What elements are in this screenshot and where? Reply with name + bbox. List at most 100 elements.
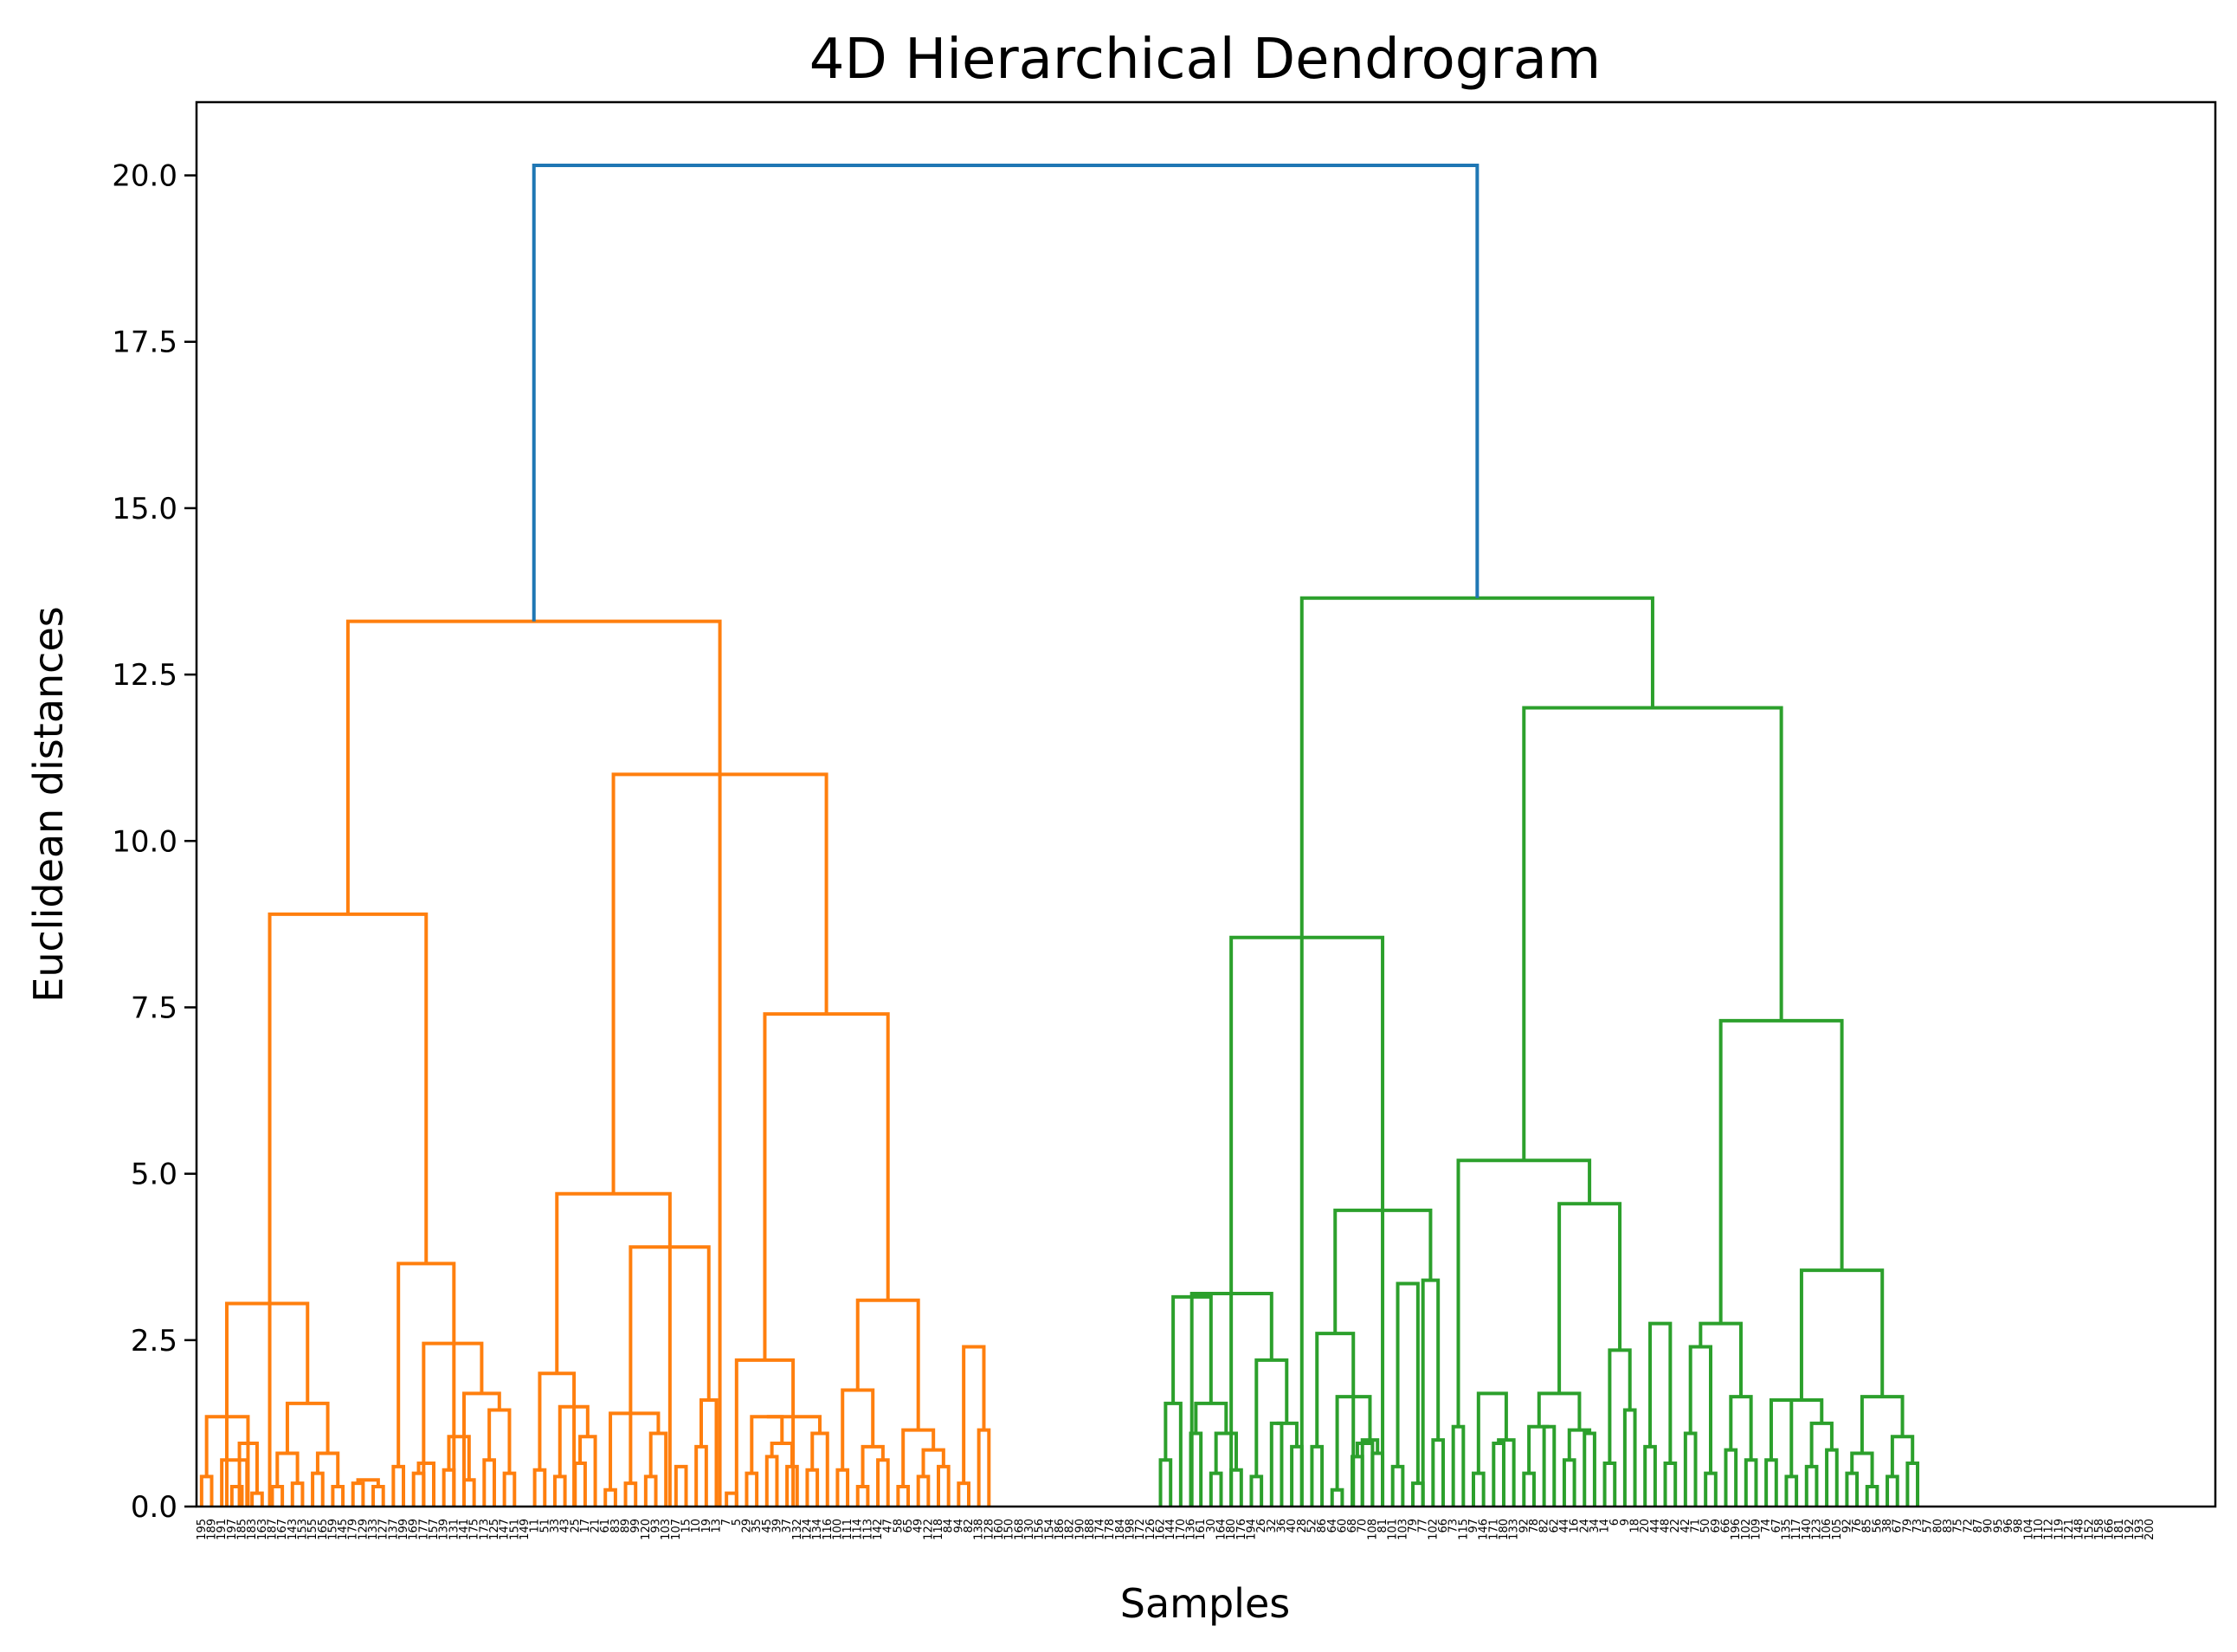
y-tick-label: 20.0 <box>112 159 177 194</box>
leaf-label: 192 <box>2124 1519 2137 1540</box>
leaf-label: 75 <box>1952 1519 1965 1533</box>
leaf-label: 132 <box>791 1519 804 1540</box>
leaf-label: 160 <box>993 1519 1006 1540</box>
leaf-label: 161 <box>1195 1519 1208 1540</box>
leaf-label: 92 <box>1841 1519 1853 1533</box>
leaf-label: 50 <box>1699 1519 1712 1533</box>
leaf-label: 180 <box>1225 1519 1238 1540</box>
leaf-label: 85 <box>1861 1519 1874 1533</box>
leaf-label: 117 <box>1790 1519 1803 1540</box>
leaf-label: 95 <box>1992 1519 2005 1533</box>
leaf-label: 184 <box>1114 1519 1127 1540</box>
leaf-label: 56 <box>1871 1519 1884 1533</box>
leaf-label: 5 <box>731 1519 744 1526</box>
orange-cluster-link <box>356 1478 380 1487</box>
leaf-label: 43 <box>559 1519 572 1533</box>
leaf-label: 189 <box>205 1519 218 1540</box>
green-cluster-link <box>1527 1424 1550 1474</box>
y-tick-label: 0.0 <box>131 1490 177 1525</box>
leaf-label: 71 <box>1690 1519 1703 1533</box>
leaf-label: 167 <box>276 1519 289 1540</box>
orange-cluster-link <box>351 1481 365 1507</box>
y-tick-label: 5.0 <box>131 1158 177 1192</box>
leaf-label: 11 <box>529 1519 542 1533</box>
orange-cluster-link <box>268 912 429 1507</box>
leaf-label: 147 <box>499 1519 512 1540</box>
green-cluster-link <box>1704 1471 1718 1507</box>
leaf-label: 124 <box>801 1519 814 1540</box>
leaf-label: 136 <box>1185 1519 1198 1540</box>
leaf-label: 191 <box>216 1519 229 1540</box>
green-cluster-link <box>1451 1424 1466 1507</box>
leaf-label: 164 <box>1215 1519 1228 1540</box>
orange-cluster-link <box>855 1484 870 1507</box>
green-cluster-link <box>1249 1475 1264 1507</box>
leaf-label: 108 <box>1366 1519 1379 1540</box>
orange-cluster-link <box>609 1411 661 1490</box>
leaf-label: 68 <box>1346 1519 1359 1533</box>
leaf-label: 125 <box>488 1519 501 1540</box>
green-cluster-link <box>1865 1484 1879 1507</box>
orange-cluster-link <box>977 1428 991 1507</box>
leaf-label: 93 <box>650 1519 663 1533</box>
x-axis-label: Samples <box>1120 1580 1290 1627</box>
orange-cluster-link <box>855 1298 920 1430</box>
leaf-label: 150 <box>1003 1519 1016 1540</box>
leaf-label: 24 <box>1578 1519 1591 1533</box>
y-tick-label: 2.5 <box>131 1324 177 1358</box>
leaf-label: 146 <box>1478 1519 1491 1540</box>
leaf-label: 13 <box>710 1519 723 1533</box>
orange-cluster-link <box>371 1484 385 1507</box>
leaf-label: 174 <box>1094 1519 1107 1540</box>
leaf-label: 65 <box>902 1519 915 1533</box>
green-cluster-link <box>1164 1401 1183 1507</box>
leaf-label: 67 <box>1892 1519 1905 1533</box>
leaf-label: 104 <box>2022 1519 2035 1540</box>
green-cluster-link <box>1360 1438 1380 1507</box>
leaf-label: 84 <box>943 1519 956 1533</box>
leaf-label: 89 <box>620 1519 633 1533</box>
leaf-label: 134 <box>811 1519 824 1540</box>
leaf-label: 15 <box>680 1519 693 1533</box>
leaf-label: 20 <box>1639 1519 1652 1533</box>
leaf-label: 148 <box>2073 1519 2086 1540</box>
leaf-label: 115 <box>1457 1519 1470 1540</box>
green-cluster-link <box>1608 1348 1632 1464</box>
green-cluster-link <box>1390 1464 1405 1507</box>
leaf-label: 66 <box>1719 1519 1732 1533</box>
leaf-label: 185 <box>235 1519 248 1540</box>
leaf-label: 177 <box>417 1519 430 1540</box>
leaf-label: 57 <box>1922 1519 1935 1533</box>
green-cluster-link <box>1431 1438 1446 1507</box>
leaf-label: 25 <box>569 1519 582 1533</box>
green-cluster-link <box>1209 1471 1223 1507</box>
leaf-label: 82 <box>963 1519 976 1533</box>
y-tick-label: 15.0 <box>112 492 177 526</box>
leaf-label: 37 <box>781 1519 794 1533</box>
leaf-label: 86 <box>1316 1519 1329 1533</box>
leaf-label: 190 <box>1073 1519 1086 1540</box>
orange-cluster-link <box>416 1462 436 1507</box>
leaf-label: 47 <box>882 1519 895 1533</box>
leaf-label: 109 <box>1750 1519 1763 1540</box>
leaf-label: 168 <box>1013 1519 1026 1540</box>
green-cluster-link <box>1905 1462 1920 1507</box>
leaf-label: 102 <box>1740 1519 1753 1540</box>
leaf-label: 67 <box>1770 1519 1783 1533</box>
leaf-label: 16 <box>1569 1519 1582 1533</box>
y-axis-label: Euclidean distances <box>25 606 72 1002</box>
orange-cluster-link <box>391 1464 406 1507</box>
orange-cluster-link <box>861 1444 885 1487</box>
green-cluster-link <box>1648 1321 1673 1464</box>
leaf-label: 48 <box>1660 1519 1673 1533</box>
leaf-label: 40 <box>1286 1519 1299 1533</box>
leaf-label: 18 <box>1629 1519 1642 1533</box>
leaf-label: 196 <box>1730 1519 1743 1540</box>
green-cluster-link <box>1781 1398 1824 1423</box>
leaf-label: 171 <box>1487 1519 1500 1540</box>
leaf-label: 144 <box>1164 1519 1177 1540</box>
leaf-label: 180 <box>1498 1519 1511 1540</box>
orange-cluster-link <box>482 1458 496 1507</box>
leaf-label: 154 <box>1043 1519 1056 1540</box>
leaf-label: 73 <box>1911 1519 1924 1533</box>
